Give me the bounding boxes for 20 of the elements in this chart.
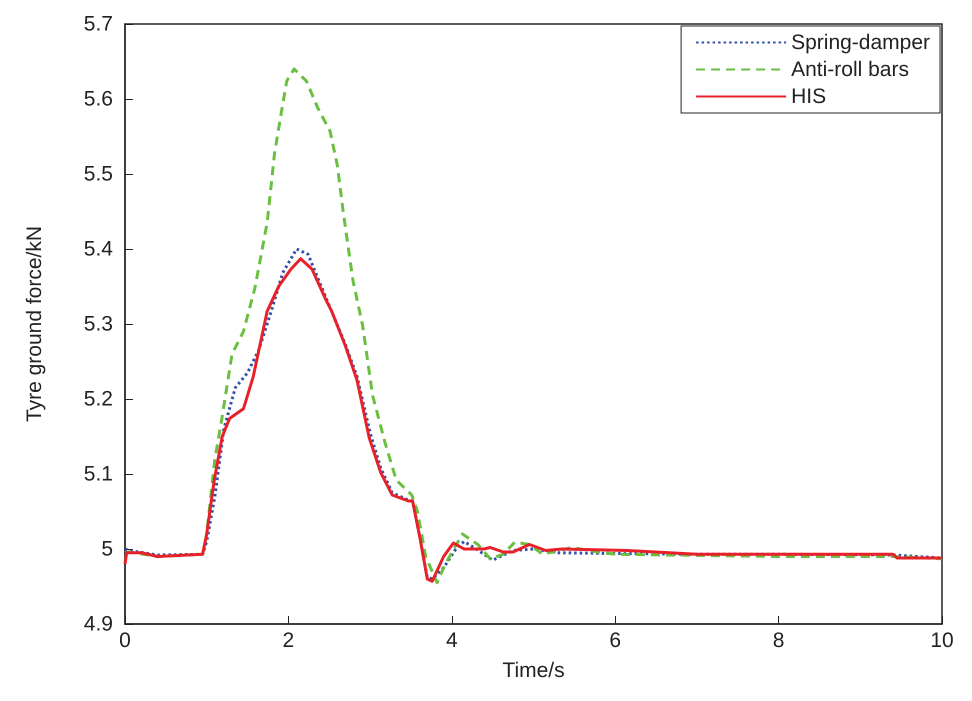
- y-tick-label: 5.1: [84, 462, 113, 486]
- y-tick-label: 5.3: [84, 312, 113, 336]
- x-tick-label: 0: [119, 629, 131, 652]
- x-tick-label: 10: [930, 629, 954, 652]
- legend-label: Spring-damper: [791, 31, 930, 54]
- y-tick-label: 5.7: [84, 12, 113, 36]
- x-tick-label: 4: [446, 629, 458, 652]
- y-tick-label: 4.9: [84, 612, 113, 636]
- y-tick-label: 5: [101, 538, 113, 560]
- y-tick-label: 5.2: [84, 388, 113, 410]
- x-tick-label: 2: [282, 629, 294, 652]
- legend-label: Anti-roll bars: [791, 58, 909, 81]
- legend-label: HIS: [791, 85, 826, 108]
- x-tick-label: 8: [772, 629, 784, 652]
- y-axis-title: Tyre ground force/kN: [23, 226, 46, 422]
- x-axis-title: Time/s: [502, 659, 565, 682]
- x-tick-label: 6: [609, 629, 622, 652]
- y-tick-label: 5.4: [84, 238, 114, 260]
- y-tick-label: 5.5: [84, 162, 113, 186]
- y-tick-label: 5.6: [84, 88, 113, 110]
